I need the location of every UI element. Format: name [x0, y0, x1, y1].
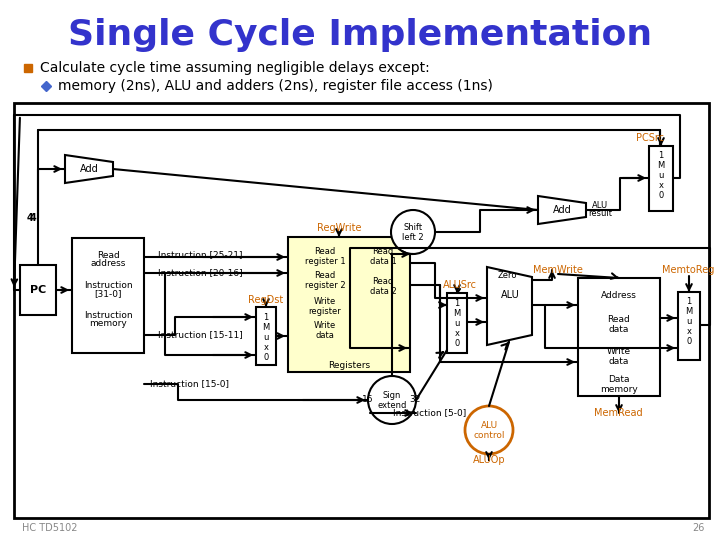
- Text: result: result: [588, 208, 612, 218]
- Text: Read: Read: [315, 247, 336, 256]
- Text: Data: Data: [608, 375, 630, 384]
- Text: ALU: ALU: [592, 200, 608, 210]
- Text: extend: extend: [377, 401, 407, 409]
- Polygon shape: [65, 155, 113, 183]
- Text: Read: Read: [608, 315, 631, 325]
- Text: u: u: [686, 318, 692, 327]
- Text: x: x: [454, 328, 459, 338]
- Bar: [678, 292, 700, 360]
- Text: M: M: [262, 322, 269, 332]
- Text: Read: Read: [315, 272, 336, 280]
- Text: 1: 1: [658, 152, 664, 160]
- Text: 1: 1: [454, 299, 459, 307]
- Polygon shape: [538, 196, 586, 224]
- Text: register: register: [309, 307, 341, 315]
- Text: M: M: [657, 161, 665, 171]
- Circle shape: [465, 406, 513, 454]
- Text: Shift: Shift: [403, 224, 423, 233]
- Text: Read: Read: [372, 278, 394, 287]
- Text: memory (2ns), ALU and adders (2ns), register file access (1ns): memory (2ns), ALU and adders (2ns), regi…: [58, 79, 493, 93]
- Text: HC TD5102: HC TD5102: [22, 523, 78, 533]
- Text: Read: Read: [96, 251, 120, 260]
- Text: Write: Write: [314, 321, 336, 330]
- Bar: [20, 265, 56, 315]
- Text: 4: 4: [27, 213, 33, 223]
- Text: Write: Write: [314, 298, 336, 307]
- Text: 26: 26: [693, 523, 705, 533]
- Text: MemWrite: MemWrite: [533, 265, 583, 275]
- Text: control: control: [473, 430, 505, 440]
- Bar: [649, 146, 673, 211]
- Text: memory: memory: [89, 320, 127, 328]
- Text: M: M: [454, 308, 461, 318]
- Text: address: address: [90, 260, 126, 268]
- Text: 16: 16: [362, 395, 374, 403]
- Text: Registers: Registers: [328, 361, 370, 369]
- Bar: [288, 237, 410, 372]
- Text: data: data: [609, 356, 629, 366]
- Text: M: M: [685, 307, 693, 316]
- Text: ALUSrc: ALUSrc: [443, 280, 477, 290]
- Text: Calculate cycle time assuming negligible delays except:: Calculate cycle time assuming negligible…: [40, 61, 430, 75]
- Text: x: x: [659, 181, 664, 191]
- Text: 1: 1: [686, 298, 692, 307]
- Text: memory: memory: [600, 384, 638, 394]
- Text: 1: 1: [264, 313, 269, 321]
- Text: 32: 32: [409, 395, 420, 403]
- Text: Instruction: Instruction: [84, 280, 132, 289]
- Text: 0: 0: [264, 353, 269, 361]
- Text: register 2: register 2: [305, 280, 346, 289]
- Text: Single Cycle Implementation: Single Cycle Implementation: [68, 18, 652, 52]
- Text: MemtoReg: MemtoReg: [662, 265, 714, 275]
- Text: x: x: [264, 342, 269, 352]
- Text: Address: Address: [601, 292, 637, 300]
- Text: 0: 0: [658, 192, 664, 200]
- Circle shape: [368, 376, 416, 424]
- Text: register 1: register 1: [305, 256, 346, 266]
- Text: Sign: Sign: [383, 392, 401, 401]
- Text: u: u: [658, 172, 664, 180]
- Text: Add: Add: [80, 164, 99, 174]
- Text: u: u: [264, 333, 269, 341]
- Bar: [447, 293, 467, 353]
- Text: Instruction [25-21]: Instruction [25-21]: [158, 251, 242, 260]
- Bar: [72, 238, 144, 353]
- Text: Instruction [5-0]: Instruction [5-0]: [393, 408, 467, 417]
- Bar: [578, 278, 660, 396]
- Text: u: u: [454, 319, 459, 327]
- Text: Zero: Zero: [498, 271, 517, 280]
- Text: 0: 0: [454, 339, 459, 348]
- Text: RegDst: RegDst: [248, 295, 284, 305]
- Text: [31-0]: [31-0]: [94, 289, 122, 299]
- Text: ALU: ALU: [480, 422, 498, 430]
- Text: data: data: [609, 325, 629, 334]
- Text: Instruction: Instruction: [84, 310, 132, 320]
- Text: data 2: data 2: [369, 287, 397, 295]
- Text: 0: 0: [686, 338, 692, 347]
- Text: Instruction [15-11]: Instruction [15-11]: [158, 330, 243, 340]
- Text: RegWrite: RegWrite: [317, 223, 361, 233]
- Text: data 1: data 1: [369, 256, 397, 266]
- Text: ALU: ALU: [500, 290, 519, 300]
- Text: Write: Write: [607, 348, 631, 356]
- Text: Read: Read: [372, 247, 394, 256]
- Text: PCSrc: PCSrc: [636, 133, 664, 143]
- Text: ALUOp: ALUOp: [473, 455, 505, 465]
- Text: x: x: [686, 327, 691, 336]
- Circle shape: [391, 210, 435, 254]
- Text: Instruction [15-0]: Instruction [15-0]: [150, 380, 230, 388]
- Text: PC: PC: [30, 285, 46, 295]
- Bar: [256, 307, 276, 365]
- Text: left 2: left 2: [402, 233, 424, 241]
- Text: Instruction [20-16]: Instruction [20-16]: [158, 268, 243, 278]
- Text: data: data: [315, 330, 334, 340]
- Polygon shape: [487, 267, 532, 345]
- Text: 4: 4: [30, 213, 37, 223]
- Text: Add: Add: [553, 205, 572, 215]
- Text: MemRead: MemRead: [594, 408, 642, 418]
- Bar: [14, 103, 709, 518]
